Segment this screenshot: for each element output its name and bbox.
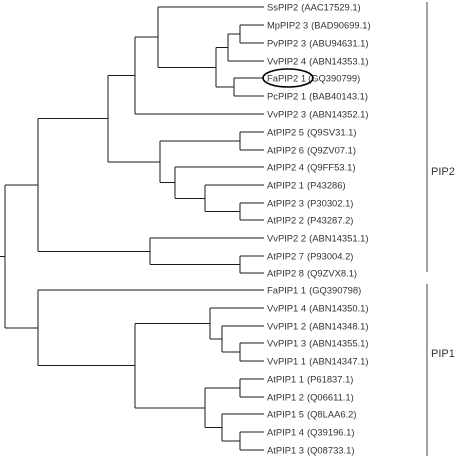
leaf-label: AtPIP2 6 (Q9ZV07.1) (267, 144, 356, 155)
leaf-accession: (P43287.2) (307, 214, 353, 225)
leaf-label: PcPIP2 1 (BAB40143.1) (267, 90, 368, 101)
leaf-name: VvPIP2 4 (267, 55, 306, 66)
leaf-accession: (ABN14350.1) (309, 302, 368, 313)
leaf-name: VvPIP1 3 (267, 337, 306, 348)
leaf-name: SsPIP2 (267, 1, 298, 12)
leaf-label: SsPIP2 (AAC17529.1) (267, 1, 361, 12)
pip2-group-label: PIP2 (431, 166, 455, 178)
leaf-accession: (P93004.2) (307, 250, 353, 261)
leaf-accession: (AAC17529.1) (301, 1, 360, 12)
leaf-accession: (BAD90699.1) (311, 19, 370, 30)
leaf-label: AtPIP1 3 (Q08733.1) (267, 444, 354, 455)
leaf-name: AtPIP1 4 (267, 426, 304, 437)
leaf-label: VvPIP2 2 (ABN14351.1) (267, 232, 369, 243)
leaf-label: AtPIP2 8 (Q9ZVX8.1) (267, 267, 357, 278)
leaf-label: AtPIP2 5 (Q9SV31.1) (267, 126, 357, 137)
leaf-name: PcPIP2 1 (267, 90, 306, 101)
leaf-name: PvPIP2 3 (267, 37, 306, 48)
leaf-accession: (ABN14355.1) (309, 337, 368, 348)
leaf-name: FaPIP1 1 (267, 284, 306, 295)
leaf-name: AtPIP2 5 (267, 126, 304, 137)
leaf-label: AtPIP2 4 (Q9FF53.1) (267, 161, 355, 172)
highlight-ellipse (262, 68, 314, 88)
leaf-label: MpPIP2 3 (BAD90699.1) (267, 19, 371, 30)
leaf-accession: (ABN14352.1) (309, 108, 368, 119)
leaf-label: VvPIP1 2 (ABN14348.1) (267, 320, 369, 331)
leaf-accession: (Q39196.1) (307, 426, 354, 437)
leaf-name: AtPIP2 7 (267, 250, 304, 261)
leaf-name: VvPIP1 2 (267, 320, 306, 331)
leaf-name: VvPIP1 4 (267, 302, 306, 313)
leaf-label: VvPIP2 4 (ABN14353.1) (267, 55, 369, 66)
leaf-name: VvPIP1 1 (267, 355, 306, 366)
leaf-accession: (ABN14351.1) (309, 232, 368, 243)
leaf-accession: (ABN14353.1) (309, 55, 368, 66)
leaf-name: VvPIP2 2 (267, 232, 306, 243)
leaf-name: AtPIP2 3 (267, 197, 304, 208)
leaf-accession: (Q8LAA6.2) (307, 408, 357, 419)
leaf-accession: (BAB40143.1) (309, 90, 368, 101)
leaf-name: AtPIP2 6 (267, 144, 304, 155)
leaf-accession: (Q9ZV07.1) (307, 144, 356, 155)
leaf-label: AtPIP1 5 (Q8LAA6.2) (267, 408, 357, 419)
leaf-name: AtPIP2 8 (267, 267, 304, 278)
leaf-name: FaPIP2 1 (267, 72, 306, 83)
leaf-label: AtPIP1 2 (Q06611.1) (267, 391, 354, 402)
leaf-accession: (Q9FF53.1) (307, 161, 355, 172)
group-brackets: PIP2 PIP1 (426, 2, 455, 456)
leaf-name: MpPIP2 3 (267, 19, 308, 30)
leaf-name: AtPIP1 5 (267, 408, 304, 419)
leaf-accession: (Q9ZVX8.1) (307, 267, 357, 278)
leaf-label: AtPIP2 7 (P93004.2) (267, 250, 353, 261)
leaf-label: FaPIP1 1 (GQ390798) (267, 284, 361, 295)
leaf-accession: (Q06611.1) (307, 391, 354, 402)
leaf-accession: (GQ390799) (308, 72, 360, 83)
leaf-accession: (P43286) (307, 179, 346, 190)
leaf-name: AtPIP2 2 (267, 214, 304, 225)
leaf-name: AtPIP1 1 (267, 373, 304, 384)
leaf-label: VvPIP1 3 (ABN14355.1) (267, 337, 369, 348)
leaf-label: FaPIP2 1 (GQ390799) (267, 72, 360, 83)
leaf-label: AtPIP2 2 (P43287.2) (267, 214, 353, 225)
leaf-label: AtPIP2 1 (P43286) (267, 179, 346, 190)
leaf-name: AtPIP2 1 (267, 179, 304, 190)
leaf-accession: (ABU94631.1) (309, 37, 368, 48)
leaf-accession: (P30302.1) (307, 197, 353, 208)
leaf-label: PvPIP2 3 (ABU94631.1) (267, 37, 369, 48)
leaf-accession: (ABN14347.1) (309, 355, 368, 366)
leaf-label: AtPIP1 4 (Q39196.1) (267, 426, 354, 437)
leaf-accession: (Q9SV31.1) (307, 126, 357, 137)
leaf-accession: (P61837.1) (307, 373, 353, 384)
leaf-label: VvPIP1 4 (ABN14350.1) (267, 302, 369, 313)
leaf-name: AtPIP1 3 (267, 444, 304, 455)
leaf-accession: (GQ390798) (309, 284, 361, 295)
leaf-label: AtPIP2 3 (P30302.1) (267, 197, 353, 208)
leaf-label: VvPIP1 1 (ABN14347.1) (267, 355, 369, 366)
leaf-name: AtPIP1 2 (267, 391, 304, 402)
leaf-accession: (Q08733.1) (307, 444, 354, 455)
pip1-group-label: PIP1 (431, 348, 455, 360)
leaf-name: AtPIP2 4 (267, 161, 304, 172)
leaf-accession: (ABN14348.1) (309, 320, 368, 331)
leaf-label: AtPIP1 1 (P61837.1) (267, 373, 353, 384)
leaf-labels: SsPIP2 (AAC17529.1) MpPIP2 3 (BAD90699.1) Pv… (262, 1, 371, 455)
tree-branches (0, 6, 264, 451)
leaf-name: VvPIP2 3 (267, 108, 306, 119)
leaf-label: VvPIP2 3 (ABN14352.1) (267, 108, 369, 119)
